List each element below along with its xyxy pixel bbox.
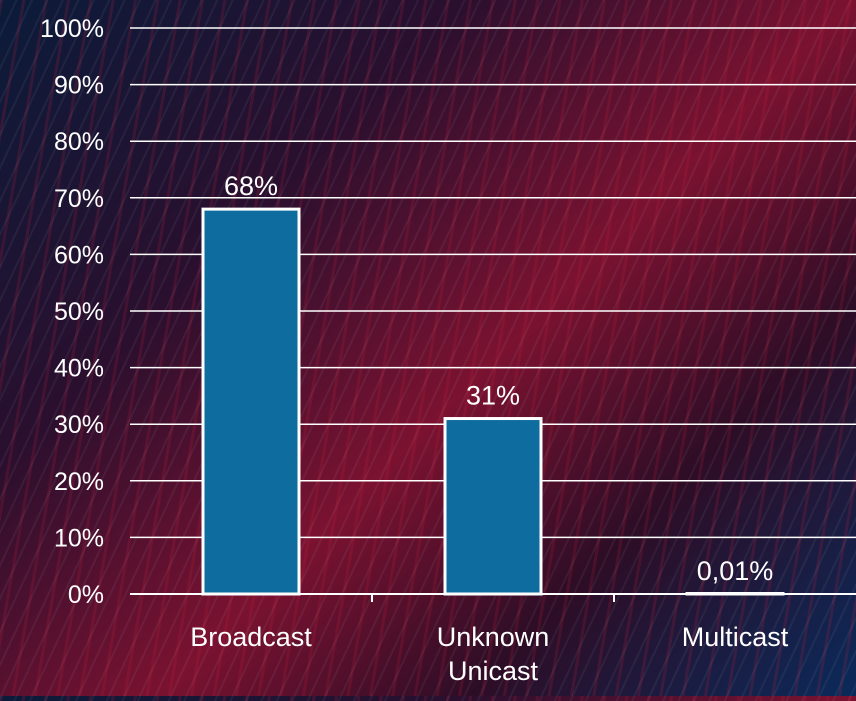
x-tick-label: Broadcast xyxy=(190,622,312,652)
y-tick-label: 50% xyxy=(54,298,104,326)
y-tick-label: 10% xyxy=(54,524,104,552)
bar xyxy=(443,417,543,596)
x-tick-label: Unknown xyxy=(437,622,550,652)
y-tick-label: 60% xyxy=(54,241,104,269)
x-tick-label: Multicast xyxy=(682,622,789,652)
data-label: 68% xyxy=(224,171,278,201)
y-tick-label: 90% xyxy=(54,72,104,100)
bar xyxy=(201,207,301,596)
y-tick-label: 30% xyxy=(54,411,104,439)
data-label: 31% xyxy=(466,381,520,411)
y-tick-label: 70% xyxy=(54,185,104,213)
x-tick-label: Unicast xyxy=(448,656,539,686)
y-tick-label: 100% xyxy=(40,15,104,43)
y-tick-label: 0% xyxy=(68,581,104,609)
y-tick-label: 80% xyxy=(54,128,104,156)
data-label: 0,01% xyxy=(697,556,774,586)
y-tick-label: 40% xyxy=(54,355,104,383)
y-tick-label: 20% xyxy=(54,468,104,496)
bar xyxy=(685,592,785,596)
